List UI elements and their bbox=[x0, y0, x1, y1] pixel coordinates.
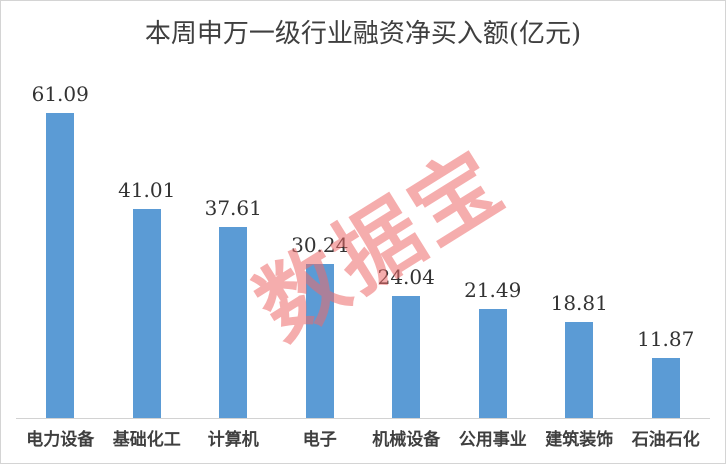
bar bbox=[565, 322, 594, 418]
category-label: 电子 bbox=[302, 430, 337, 450]
category-label: 建筑装饰 bbox=[545, 430, 614, 450]
bar-value-label: 30.24 bbox=[291, 233, 349, 257]
bar-column: 21.49 bbox=[450, 82, 537, 418]
bar bbox=[219, 227, 248, 418]
category-label: 基础化工 bbox=[112, 430, 181, 450]
category-axis: 电力设备 基础化工 计算机 电子 机械设备 公用事业 建筑装饰 石油石化 bbox=[17, 425, 709, 450]
category-label: 电力设备 bbox=[26, 430, 95, 450]
bar bbox=[46, 113, 75, 418]
category-label: 石油石化 bbox=[631, 430, 700, 450]
bar-column: 18.81 bbox=[536, 82, 623, 418]
bar-value-label: 18.81 bbox=[550, 291, 608, 315]
bar bbox=[651, 358, 680, 418]
bar-column: 61.09 bbox=[17, 82, 104, 418]
bar bbox=[132, 209, 161, 418]
plot-area: 61.09 41.01 37.61 30.24 24.04 21.49 18.81 11.87 bbox=[17, 82, 709, 418]
category-label: 机械设备 bbox=[372, 430, 441, 450]
x-axis-line bbox=[16, 418, 710, 419]
bar-column: 37.61 bbox=[190, 82, 277, 418]
chart-title: 本周申万一级行业融资净买入额(亿元) bbox=[144, 19, 582, 49]
bar-value-label: 21.49 bbox=[464, 278, 522, 302]
bar-value-label: 61.09 bbox=[31, 82, 89, 106]
bar-column: 41.01 bbox=[104, 82, 191, 418]
bar-value-label: 37.61 bbox=[204, 196, 262, 220]
category-label: 计算机 bbox=[207, 430, 259, 450]
bar bbox=[305, 264, 334, 418]
bar bbox=[478, 309, 507, 418]
bar-value-label: 41.01 bbox=[118, 178, 176, 202]
bar-column: 11.87 bbox=[623, 82, 710, 418]
bar-value-label: 11.87 bbox=[637, 327, 695, 351]
category-label: 公用事业 bbox=[458, 430, 527, 450]
bar bbox=[392, 296, 421, 418]
bar-column: 24.04 bbox=[363, 82, 450, 418]
bar-column: 30.24 bbox=[277, 82, 364, 418]
bar-value-label: 24.04 bbox=[377, 265, 435, 289]
